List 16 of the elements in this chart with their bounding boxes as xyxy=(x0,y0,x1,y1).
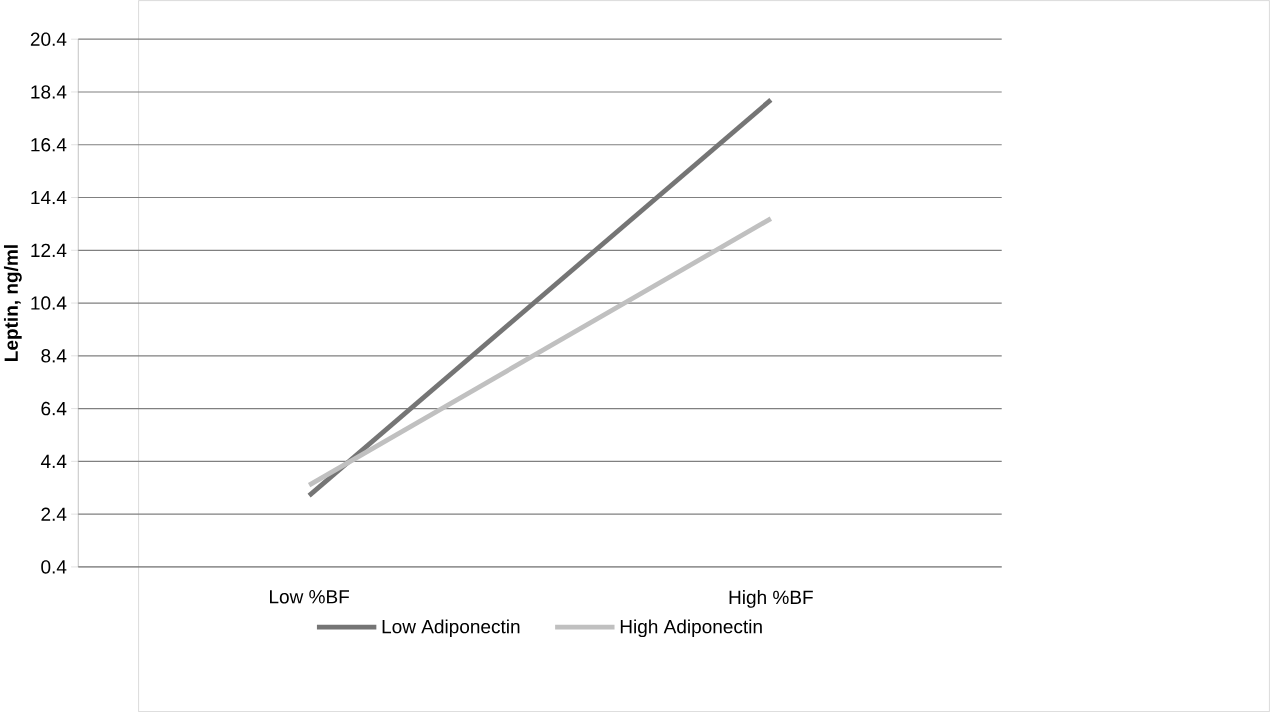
y-tick-label: 2.4 xyxy=(41,507,67,521)
y-tick-label: 20.4 xyxy=(30,32,67,46)
y-tick-label: 14.4 xyxy=(31,190,67,204)
legend-label: Low Adiponectin xyxy=(382,619,520,638)
y-axis-title: Leptin, ng/ml xyxy=(3,245,22,361)
y-tick-label: 6.4 xyxy=(41,401,67,416)
x-tick-label: High %BF xyxy=(729,590,813,608)
y-tick-label: 10.4 xyxy=(31,296,67,310)
y-tick-label: 18.4 xyxy=(31,85,67,99)
legend-label: High Adiponectin xyxy=(620,619,762,638)
x-tick-label: Low %BF xyxy=(270,590,350,604)
y-tick-label: 8.4 xyxy=(41,349,67,363)
y-tick-label: 0.4 xyxy=(41,560,67,574)
y-tick-label: 4.4 xyxy=(40,454,67,468)
y-tick-label: 16.4 xyxy=(31,137,67,152)
y-tick-label: 12.4 xyxy=(31,243,67,257)
